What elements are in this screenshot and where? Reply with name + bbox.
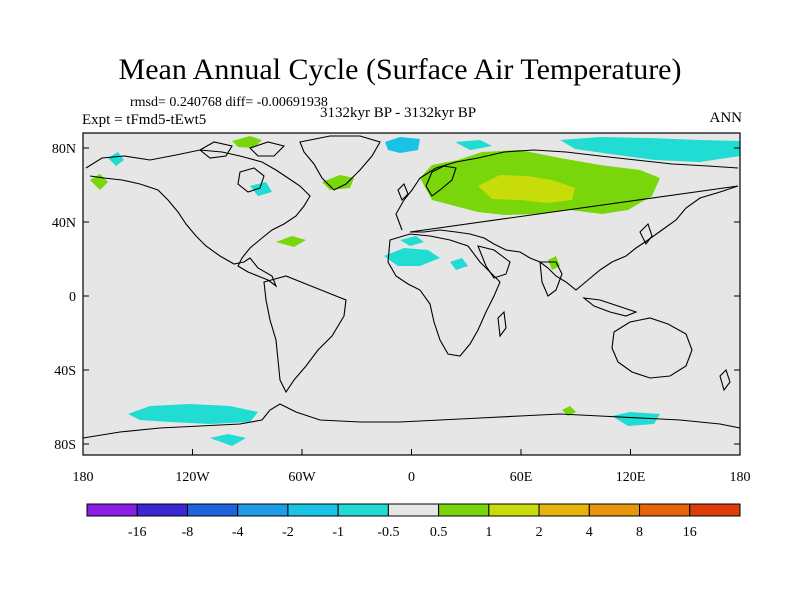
colorbar-swatch-5	[337, 503, 389, 517]
colorbar-label-5: -0.5	[377, 525, 399, 540]
india-warm-anomaly	[548, 256, 560, 270]
eurasia-strong-anomaly	[478, 175, 575, 203]
lat-label-40n: 40N	[52, 216, 76, 231]
lat-label-40s: 40S	[54, 364, 76, 379]
colorbar-swatch-7	[438, 503, 490, 517]
new-zealand-coast	[719, 368, 731, 392]
colorbar-label-6: 0.5	[430, 525, 448, 540]
greenland-cool-anomaly	[385, 137, 420, 153]
hudson-cool-anomaly	[250, 182, 272, 196]
season-label: ANN	[709, 110, 743, 126]
lon-label-60w: 60W	[288, 470, 316, 485]
lon-label-180w: 180	[73, 470, 94, 485]
colorbar-swatch-4	[287, 503, 339, 517]
rmsd-diff-stats: rmsd= 0.240768 diff= -0.00691938	[130, 95, 328, 110]
arabia-coast	[477, 245, 511, 279]
scandinavia-coast	[425, 165, 457, 197]
experiment-label: Expt = tFmd5-tEwt5	[82, 112, 207, 128]
colorbar-swatch-2	[186, 503, 239, 517]
colorbar: -16 -8 -4 -2 -1 -0.5 0.5 1 2 4 8 16	[86, 503, 741, 540]
lat-label-80n: 80N	[52, 142, 76, 157]
arctic-islands-coast	[199, 141, 286, 159]
colorbar-swatch-3	[237, 503, 289, 517]
lon-label-0: 0	[408, 470, 415, 485]
colorbar-swatch-8	[488, 503, 540, 517]
eurasia-coast	[395, 149, 739, 291]
colorbar-label-7: 1	[485, 525, 492, 540]
indonesia-coast	[582, 297, 638, 317]
north-america-coast	[85, 149, 311, 288]
antarctica-coast	[82, 403, 741, 439]
antarctic-warm-anomaly	[562, 406, 576, 416]
japan-coast	[639, 222, 653, 246]
lat-label-80s: 80S	[54, 438, 76, 453]
longitude-labels: 180 120W 60W 0 60E 120E 180	[73, 470, 751, 485]
coastlines	[82, 135, 741, 439]
colorbar-swatch-11	[639, 503, 691, 517]
hudson-bay-coast	[237, 167, 265, 193]
colorbar-label-0: -16	[128, 525, 147, 540]
atlantic-warm-anomaly	[276, 236, 306, 247]
australia-coast	[611, 317, 693, 379]
greenland-coast	[299, 135, 381, 191]
colorbar-swatch-6	[387, 503, 440, 517]
colorbar-swatch-0	[86, 503, 138, 517]
colorbar-swatch-9	[538, 503, 590, 517]
south-america-coast	[263, 275, 347, 394]
antarctic-cool-anomaly-east	[612, 412, 660, 426]
mediterranean-cool-anomaly	[400, 236, 424, 246]
colorbar-label-1: -8	[182, 525, 194, 540]
colorbar-swatch-12	[689, 503, 741, 517]
north-africa-cool-anomaly	[384, 248, 440, 266]
lat-label-0: 0	[69, 290, 76, 305]
arctic-east-cool-anomaly	[455, 140, 492, 150]
latitude-labels: 80N 40N 0 40S 80S	[52, 142, 76, 453]
antarctic-cool-anomaly-west	[128, 404, 258, 424]
africa-coast	[387, 233, 501, 357]
colorbar-label-8: 2	[536, 525, 543, 540]
lon-label-180e: 180	[730, 470, 751, 485]
colorbar-label-11: 16	[683, 525, 697, 540]
colorbar-label-10: 8	[636, 525, 643, 540]
pacific-cool-anomaly	[108, 152, 124, 166]
colorbar-label-9: 4	[586, 525, 593, 540]
lon-label-120e: 120E	[616, 470, 646, 485]
greenland-warm-anomaly	[232, 136, 262, 148]
antarctic-cool-anomaly-south	[210, 434, 246, 446]
colorbar-swatch-10	[588, 503, 641, 517]
colorbar-label-4: -1	[332, 525, 344, 540]
map-ticks	[82, 147, 741, 455]
colorbar-swatch-1	[136, 503, 188, 517]
colorbar-label-2: -4	[232, 525, 244, 540]
period-label: 3132kyr BP - 3132kyr BP	[320, 105, 477, 121]
british-isles-coast	[397, 183, 409, 201]
madagascar-coast	[497, 310, 507, 338]
lon-label-60e: 60E	[510, 470, 533, 485]
colorbar-label-3: -2	[282, 525, 294, 540]
india-coast	[539, 261, 563, 297]
arabia-cool-anomaly	[450, 258, 468, 270]
plot-title: Mean Annual Cycle (Surface Air Temperatu…	[118, 53, 682, 86]
arctic-cool-anomaly	[560, 137, 740, 162]
lon-label-120w: 120W	[175, 470, 210, 485]
